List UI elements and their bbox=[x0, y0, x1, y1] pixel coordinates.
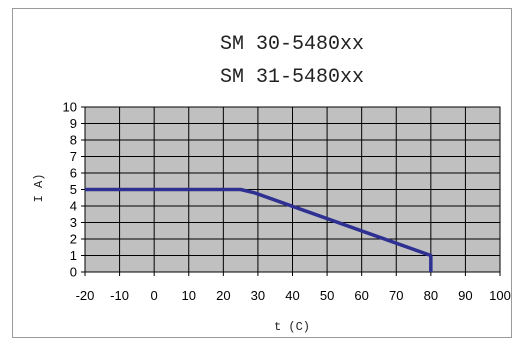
y-tick-label: 8 bbox=[70, 133, 77, 148]
y-tick-label: 5 bbox=[70, 182, 77, 197]
x-tick-labels: -20 -10 0 10 20 30 40 50 60 70 80 90 100 bbox=[76, 288, 511, 303]
chart-title: SM 30-5480xx bbox=[220, 33, 364, 56]
x-tick-label: 50 bbox=[320, 288, 334, 303]
y-tick-label: 10 bbox=[63, 100, 77, 115]
series-line bbox=[85, 187, 433, 272]
y-tick-label: 4 bbox=[70, 199, 77, 214]
y-tick-label: 3 bbox=[70, 215, 77, 230]
x-tick-label: -10 bbox=[110, 288, 129, 303]
y-tick-label: 7 bbox=[70, 149, 77, 164]
x-tick-label: 30 bbox=[251, 288, 265, 303]
x-tick-label: 20 bbox=[216, 288, 230, 303]
x-tick-label: 70 bbox=[389, 288, 403, 303]
x-tick-label: -20 bbox=[76, 288, 95, 303]
x-tick-label: 40 bbox=[285, 288, 299, 303]
x-tick-label: 60 bbox=[354, 288, 368, 303]
x-tick-label: 90 bbox=[458, 288, 472, 303]
series-layer bbox=[85, 187, 433, 272]
y-tick-label: 6 bbox=[70, 166, 77, 181]
x-tick-label: 100 bbox=[489, 288, 511, 303]
y-tick-label: 1 bbox=[70, 248, 77, 263]
y-tick-label: 2 bbox=[70, 232, 77, 247]
y-tick-labels: 0 12 34 56 78 910 bbox=[63, 100, 77, 280]
x-tick-label: 80 bbox=[424, 288, 438, 303]
y-tick-label: 0 bbox=[70, 265, 77, 280]
y-tick-label: 9 bbox=[70, 116, 77, 131]
x-tick-label: 0 bbox=[151, 288, 158, 303]
y-axis-label: I A) bbox=[32, 174, 46, 203]
x-tick-label: 10 bbox=[182, 288, 196, 303]
chart-subtitle: SM 31-5480xx bbox=[220, 66, 364, 89]
x-axis-label: t (C) bbox=[274, 320, 310, 334]
